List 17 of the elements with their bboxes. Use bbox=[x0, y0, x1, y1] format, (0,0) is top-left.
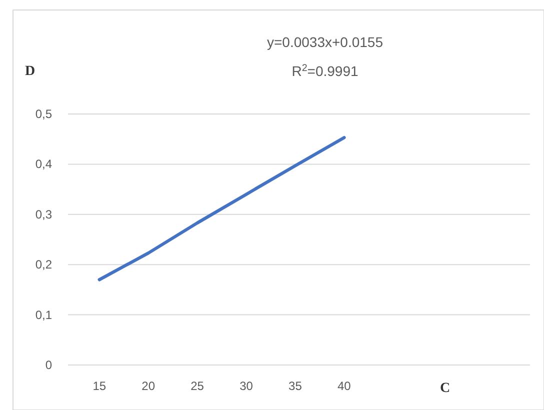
x-tick-label: 20 bbox=[142, 379, 156, 393]
y-tick-label: 0 bbox=[45, 358, 52, 372]
y-tick-label: 0,2 bbox=[35, 258, 52, 272]
y-tick-label: 0,3 bbox=[35, 207, 52, 222]
x-tick-label: 30 bbox=[240, 379, 254, 393]
y-tick-label: 0,4 bbox=[35, 157, 52, 172]
x-tick-label: 40 bbox=[337, 379, 352, 393]
text: R$^{2}$=0.9991 bbox=[292, 62, 358, 79]
y-axis-title: D bbox=[25, 64, 36, 79]
x-tick-label: 15 bbox=[92, 379, 106, 393]
line-series bbox=[98, 136, 346, 282]
y-tick-label: 0,5 bbox=[35, 107, 52, 121]
x-axis-title: C bbox=[440, 381, 450, 396]
x-tick-label: 35 bbox=[288, 379, 302, 393]
x-tick-label: 25 bbox=[190, 379, 204, 393]
y-tick-label: 0,1 bbox=[35, 308, 52, 322]
text: y=0.0033x+0.0155 bbox=[267, 34, 384, 50]
